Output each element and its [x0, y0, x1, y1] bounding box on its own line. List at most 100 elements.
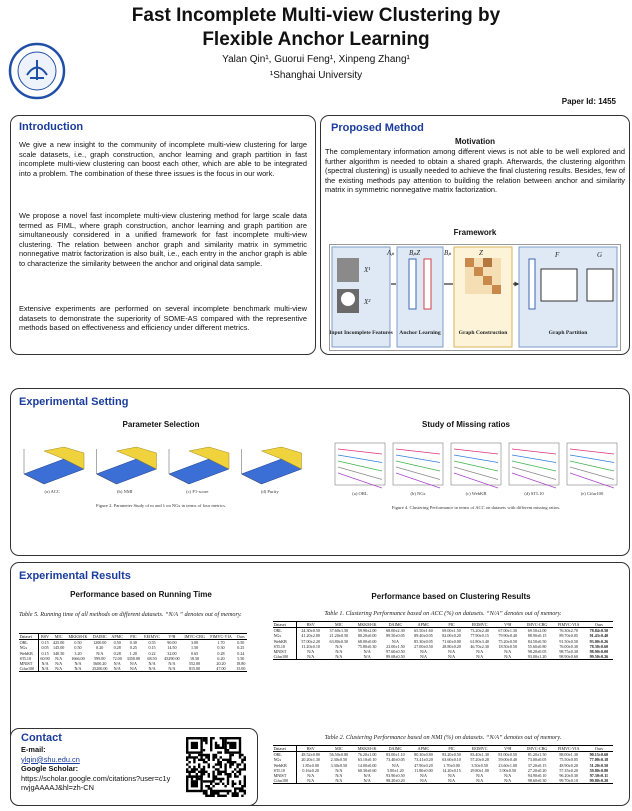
table-cell: N/A: [391, 638, 399, 644]
matrix: [528, 258, 536, 310]
table-cell: 0.65: [191, 650, 199, 656]
table-cell: 93.90±0.50: [386, 773, 405, 779]
table-cell: 96.20±0.30: [559, 773, 578, 779]
table-cell: 88.90±0.15: [527, 633, 547, 639]
curve: [511, 448, 557, 455]
data-table: Dataset BSV MIC MKKM-IK DAIMC APMC PIC EEIMVC V³…: [273, 745, 613, 784]
table-cell: 15.00: [236, 666, 246, 672]
table-cell: 1.50: [191, 645, 199, 651]
table-cell: N/A: [335, 773, 343, 779]
table-cell: 73.00±0.05: [527, 757, 547, 763]
column-header: V³H: [504, 622, 512, 627]
table-row: NGs 0.05 145.00 0.50 0.20 0.28 0.25 0.15 14.50 1.…: [19, 645, 247, 651]
column-header: MIC: [54, 634, 63, 639]
table-cell: 63.10±0.10: [357, 757, 377, 763]
table-cell: 0.22: [148, 650, 156, 656]
header-row: Dataset BSV MIC MKKM-IK DAIMC APMC PIC EEIMVC V³…: [273, 621, 613, 628]
subheading: Study of Missing ratios: [421, 420, 510, 429]
table-cell: 99.50±0.26: [589, 654, 609, 660]
table-cell: 0.50: [237, 640, 245, 646]
email-link[interactable]: ylqin@shu.edu.cn: [21, 754, 80, 764]
table-cell: N/A: [419, 654, 427, 660]
table-cell: 89.70±0.05: [559, 633, 578, 639]
axes: [241, 449, 262, 485]
table-cell: 0.24: [237, 650, 245, 656]
subheading: Motivation: [455, 137, 495, 146]
table-cell: N/A: [448, 778, 456, 784]
table-cell: 1666.00: [71, 655, 85, 661]
table-cell: 83.20±0.50: [442, 752, 461, 758]
table-cell: 57.35±0.20: [559, 767, 578, 773]
column-header: PIC: [448, 746, 455, 751]
qr-finder: [229, 741, 237, 749]
table-cell: 91.43±0.40: [589, 633, 609, 639]
table-cell: 46.70±2.30: [470, 643, 489, 649]
table-cell: 5.50: [237, 655, 245, 661]
section-heading: Experimental Results: [19, 570, 131, 582]
table-cell: N/A: [96, 650, 104, 656]
table-cell: N/A: [448, 773, 456, 779]
column-header: IMVC-CBG: [526, 622, 548, 627]
table-cell: ORL: [19, 639, 39, 646]
parameter-figure: [23, 446, 303, 485]
table-cell: 37.60±1.50: [329, 628, 349, 634]
table-row: NGs 20.20±1.30 2.30±0.50 63.10±0.10 73.40±0.…: [273, 757, 613, 763]
table-cell: 47.90±0.20: [414, 762, 433, 768]
table-cell: 815.00: [188, 666, 201, 672]
table-cell: 37.20±0.15: [527, 762, 547, 768]
table-head: Dataset BSV MIC MKKM-IK DAIMC APMC PIC EEIMVC V³…: [273, 745, 613, 752]
table-cell: 99.70±0.10: [559, 778, 578, 784]
table-cell: 63.60±0.10: [442, 757, 461, 763]
image: [341, 292, 355, 306]
table-cell: 90.15±0.60: [589, 752, 609, 758]
table-cell: 82.00±0.20: [442, 633, 461, 639]
table-cell: 27.00±0.50: [414, 643, 433, 649]
matrix: [408, 258, 417, 310]
table-cell: STL10: [273, 767, 297, 774]
table-cell: 80.20±0.00: [357, 633, 377, 639]
table-cell: N/A: [74, 666, 82, 672]
table-cell: 0.15: [41, 640, 49, 646]
table-cell: N/A: [363, 649, 371, 655]
table-row: NGs 41.20±2.00 21.20±0.50 80.20±0.00 89.50±0…: [273, 633, 613, 639]
table-cell: 93.00±1.20: [527, 654, 547, 660]
table-cell: 0.05: [41, 645, 49, 651]
panel-captions: (a) ORL (b) NGs (c) WebKB (d) STL10 (e) Cifa…: [331, 491, 621, 499]
table-cell: N/A: [129, 661, 137, 667]
table-cell: 90.00: [167, 640, 177, 646]
table-cell: 67.00±1.30: [498, 628, 518, 634]
table-head: Dataset BSV MIC MKKM-IK DAIMC APMC PIC EEIMVC V³…: [273, 621, 613, 628]
table-cell: 0.25: [237, 645, 245, 651]
table-caption: Table 1. Clustering Performance based on…: [324, 610, 562, 617]
table-cell: 57.20±0.20: [470, 757, 489, 763]
table-cell: 23.60±1.00: [498, 762, 518, 768]
table-cell: 0.15: [41, 650, 49, 656]
table-row: WebKB 0.15 340.50 3.20 N/A 0.28 1.20 0.22 32.00 0…: [19, 650, 247, 656]
table-cell: N/A: [504, 649, 512, 655]
subheading: Framework: [453, 228, 497, 237]
table-cell: NGs: [273, 757, 297, 763]
table-cell: ORL: [273, 627, 297, 634]
scholar-url[interactable]: https://scholar.google.com/citations?use…: [21, 773, 171, 793]
table-row: WebKB 1.85±0.00 3.30±0.50 14.00±0.00 N/A 47.9…: [273, 762, 613, 768]
table-cell: N/A: [113, 666, 121, 672]
table-cell: 599.00: [94, 655, 106, 661]
table-cell: N/A: [55, 666, 63, 672]
surface-plot: [43, 446, 85, 470]
table-cell: MNIST: [273, 649, 297, 655]
table-body: ORL 0.15 425.00 0.50 1200.00 0.50 0.30 0.55 90.0…: [19, 639, 247, 672]
column-header: MKKM-IK: [68, 634, 88, 639]
panel-captions: (a) ACC (b) NMI (c) F1-score (d) Purity: [16, 489, 306, 497]
table-row: Cifar100 N/A N/A N/A 25200.00 N/A N/A N/A N/A 815…: [19, 666, 247, 672]
curve: [395, 472, 441, 489]
column-header: DAIMC: [388, 746, 403, 751]
table-cell: 63.80±0.50: [329, 638, 349, 644]
panel-caption: (e) Cifar100: [580, 491, 604, 496]
table-cell: 75.20±0.50: [498, 638, 518, 644]
column-header: MIC: [335, 746, 343, 751]
table-cell: 32.00: [167, 650, 177, 656]
column-header: MIC: [335, 622, 343, 627]
table-cell: N/A: [307, 654, 315, 660]
surface-plot: [115, 446, 157, 470]
